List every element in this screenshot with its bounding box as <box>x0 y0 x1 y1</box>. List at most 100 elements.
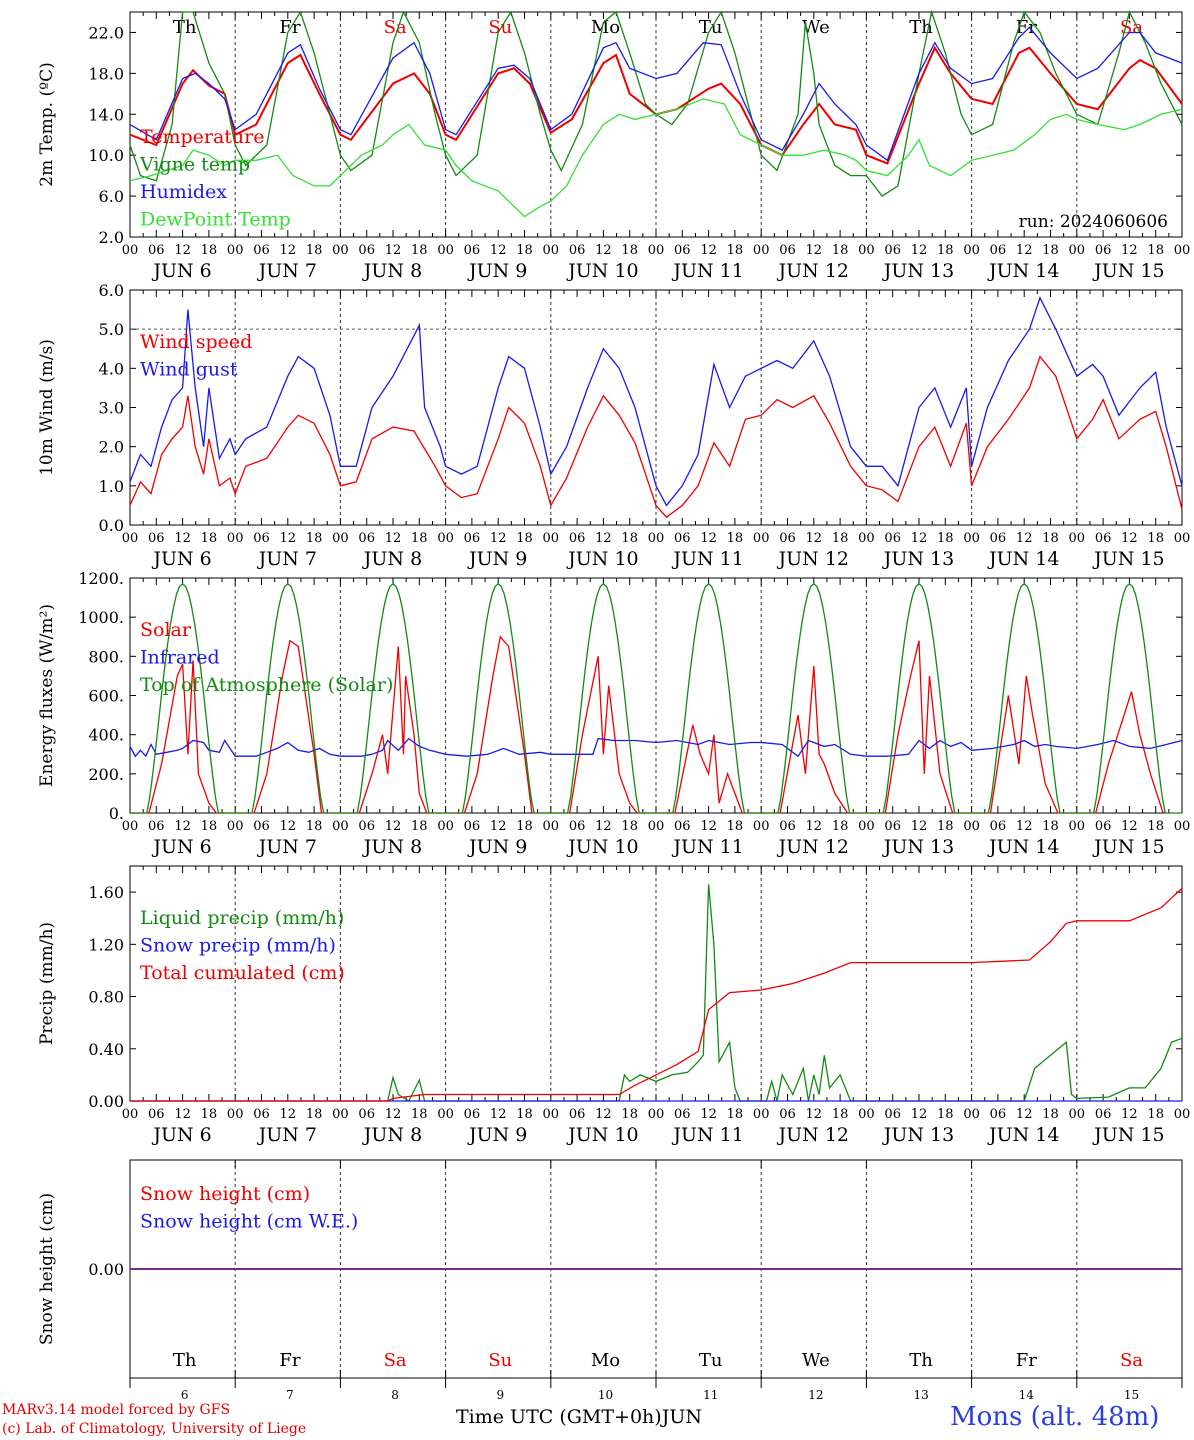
hour-tick-label: 00 <box>122 531 139 546</box>
x-axis-unit: JUN <box>661 1406 702 1428</box>
hour-tick-label: 18 <box>306 531 323 546</box>
weekday-label: Tu <box>699 17 723 38</box>
weekday-label: Th <box>909 1350 933 1371</box>
hour-tick-label: 00 <box>1069 1107 1086 1122</box>
panel-frame <box>129 11 1183 238</box>
date-label: JUN 9 <box>467 836 527 858</box>
y-tick-label: 800. <box>88 647 124 666</box>
weekday-label: Sa <box>384 17 407 38</box>
hour-tick-label: 18 <box>201 819 218 834</box>
hour-tick-label: 06 <box>674 819 691 834</box>
series-line-total-cumulated-cm- <box>130 887 1183 1102</box>
hour-tick-label: 18 <box>621 1107 638 1122</box>
hour-tick-label: 12 <box>700 819 717 834</box>
y-tick-label: 200. <box>88 765 124 784</box>
date-label: JUN 6 <box>151 260 211 282</box>
hour-tick-label: 06 <box>464 531 481 546</box>
y-tick-label: 0.00 <box>88 1092 124 1111</box>
hour-tick-label: 00 <box>858 1107 875 1122</box>
day-number-label: 10 <box>598 1388 613 1402</box>
hour-tick-label: 18 <box>937 819 954 834</box>
date-label: JUN 10 <box>566 548 638 570</box>
hour-tick-label: 12 <box>595 531 612 546</box>
hour-tick-label: 12 <box>911 819 928 834</box>
hour-tick-label: 06 <box>990 531 1007 546</box>
y-tick-label: 0.40 <box>88 1040 124 1059</box>
date-label: JUN 10 <box>566 836 638 858</box>
weekday-label: Su <box>488 17 512 38</box>
hour-tick-label: 12 <box>1121 1107 1138 1122</box>
hour-tick-label: 00 <box>753 819 770 834</box>
y-tick-label: 14.0 <box>88 105 124 124</box>
date-label: JUN 9 <box>467 548 527 570</box>
hour-tick-label: 12 <box>1016 1107 1033 1122</box>
legend-entry: Total cumulated (cm) <box>140 962 345 984</box>
hour-tick-label: 12 <box>490 531 507 546</box>
hour-tick-label: 06 <box>674 1107 691 1122</box>
weekday-label: Sa <box>384 1350 407 1371</box>
hour-tick-label: 06 <box>569 531 586 546</box>
hour-tick-label: 06 <box>464 819 481 834</box>
hour-tick-label: 06 <box>884 1107 901 1122</box>
hour-tick-label: 00 <box>858 243 875 258</box>
hour-tick-label: 06 <box>148 819 165 834</box>
hour-tick-label: 06 <box>148 531 165 546</box>
weekday-label: Th <box>173 1350 197 1371</box>
hour-tick-label: 12 <box>174 243 191 258</box>
hour-tick-label: 00 <box>648 819 665 834</box>
hour-tick-label: 18 <box>516 243 533 258</box>
hour-tick-label: 12 <box>385 531 402 546</box>
hour-tick-label: 12 <box>385 819 402 834</box>
series-line-top-of-atmosphere-solar- <box>130 583 1182 814</box>
y-tick-label: 18.0 <box>88 64 124 83</box>
hour-tick-label: 06 <box>253 1107 270 1122</box>
hour-tick-label: 06 <box>358 1107 375 1122</box>
hour-tick-label: 00 <box>1174 1107 1191 1122</box>
date-label: JUN 14 <box>987 1124 1059 1146</box>
hour-tick-label: 06 <box>674 531 691 546</box>
hour-tick-label: 18 <box>516 1107 533 1122</box>
weekday-label: Mo <box>591 17 620 38</box>
hour-tick-label: 06 <box>779 243 796 258</box>
y-tick-label: 0. <box>109 804 124 823</box>
hour-tick-label: 00 <box>963 531 980 546</box>
hour-tick-label: 06 <box>253 819 270 834</box>
hour-tick-label: 18 <box>727 531 744 546</box>
hour-tick-label: 06 <box>464 1107 481 1122</box>
hour-tick-label: 00 <box>437 819 454 834</box>
hour-tick-label: 12 <box>385 1107 402 1122</box>
hour-tick-label: 06 <box>253 531 270 546</box>
date-label: JUN 12 <box>777 548 849 570</box>
legend-entry: Top of Atmosphere (Solar) <box>140 674 393 696</box>
hour-tick-label: 00 <box>963 1107 980 1122</box>
y-tick-label: 2.0 <box>99 228 124 247</box>
hour-tick-label: 18 <box>832 243 849 258</box>
hour-tick-label: 06 <box>569 1107 586 1122</box>
hour-tick-label: 06 <box>990 819 1007 834</box>
hour-tick-label: 18 <box>937 243 954 258</box>
date-label: JUN 15 <box>1092 1124 1164 1146</box>
hour-tick-label: 18 <box>832 1107 849 1122</box>
hour-tick-label: 06 <box>884 819 901 834</box>
hour-tick-label: 00 <box>122 1107 139 1122</box>
date-label: JUN 13 <box>882 836 954 858</box>
date-label: JUN 8 <box>362 836 422 858</box>
hour-tick-label: 18 <box>201 531 218 546</box>
y-tick-label: 5.0 <box>99 320 124 339</box>
hour-tick-label: 12 <box>1121 243 1138 258</box>
hour-tick-label: 00 <box>858 531 875 546</box>
hour-tick-label: 18 <box>411 243 428 258</box>
day-number-label: 7 <box>286 1388 294 1402</box>
legend-entry: Wind gust <box>140 359 238 381</box>
hour-tick-label: 18 <box>727 819 744 834</box>
hour-tick-label: 12 <box>700 531 717 546</box>
hour-tick-label: 06 <box>1095 1107 1112 1122</box>
hour-tick-label: 18 <box>411 531 428 546</box>
day-number-label: 6 <box>181 1388 189 1402</box>
legend-entry: Temperature <box>140 126 264 148</box>
hour-tick-label: 00 <box>437 243 454 258</box>
legend-entry: Wind speed <box>140 331 252 353</box>
y-tick-label: 600. <box>88 687 124 706</box>
weekday-label: We <box>802 1350 830 1371</box>
hour-tick-label: 00 <box>332 531 349 546</box>
